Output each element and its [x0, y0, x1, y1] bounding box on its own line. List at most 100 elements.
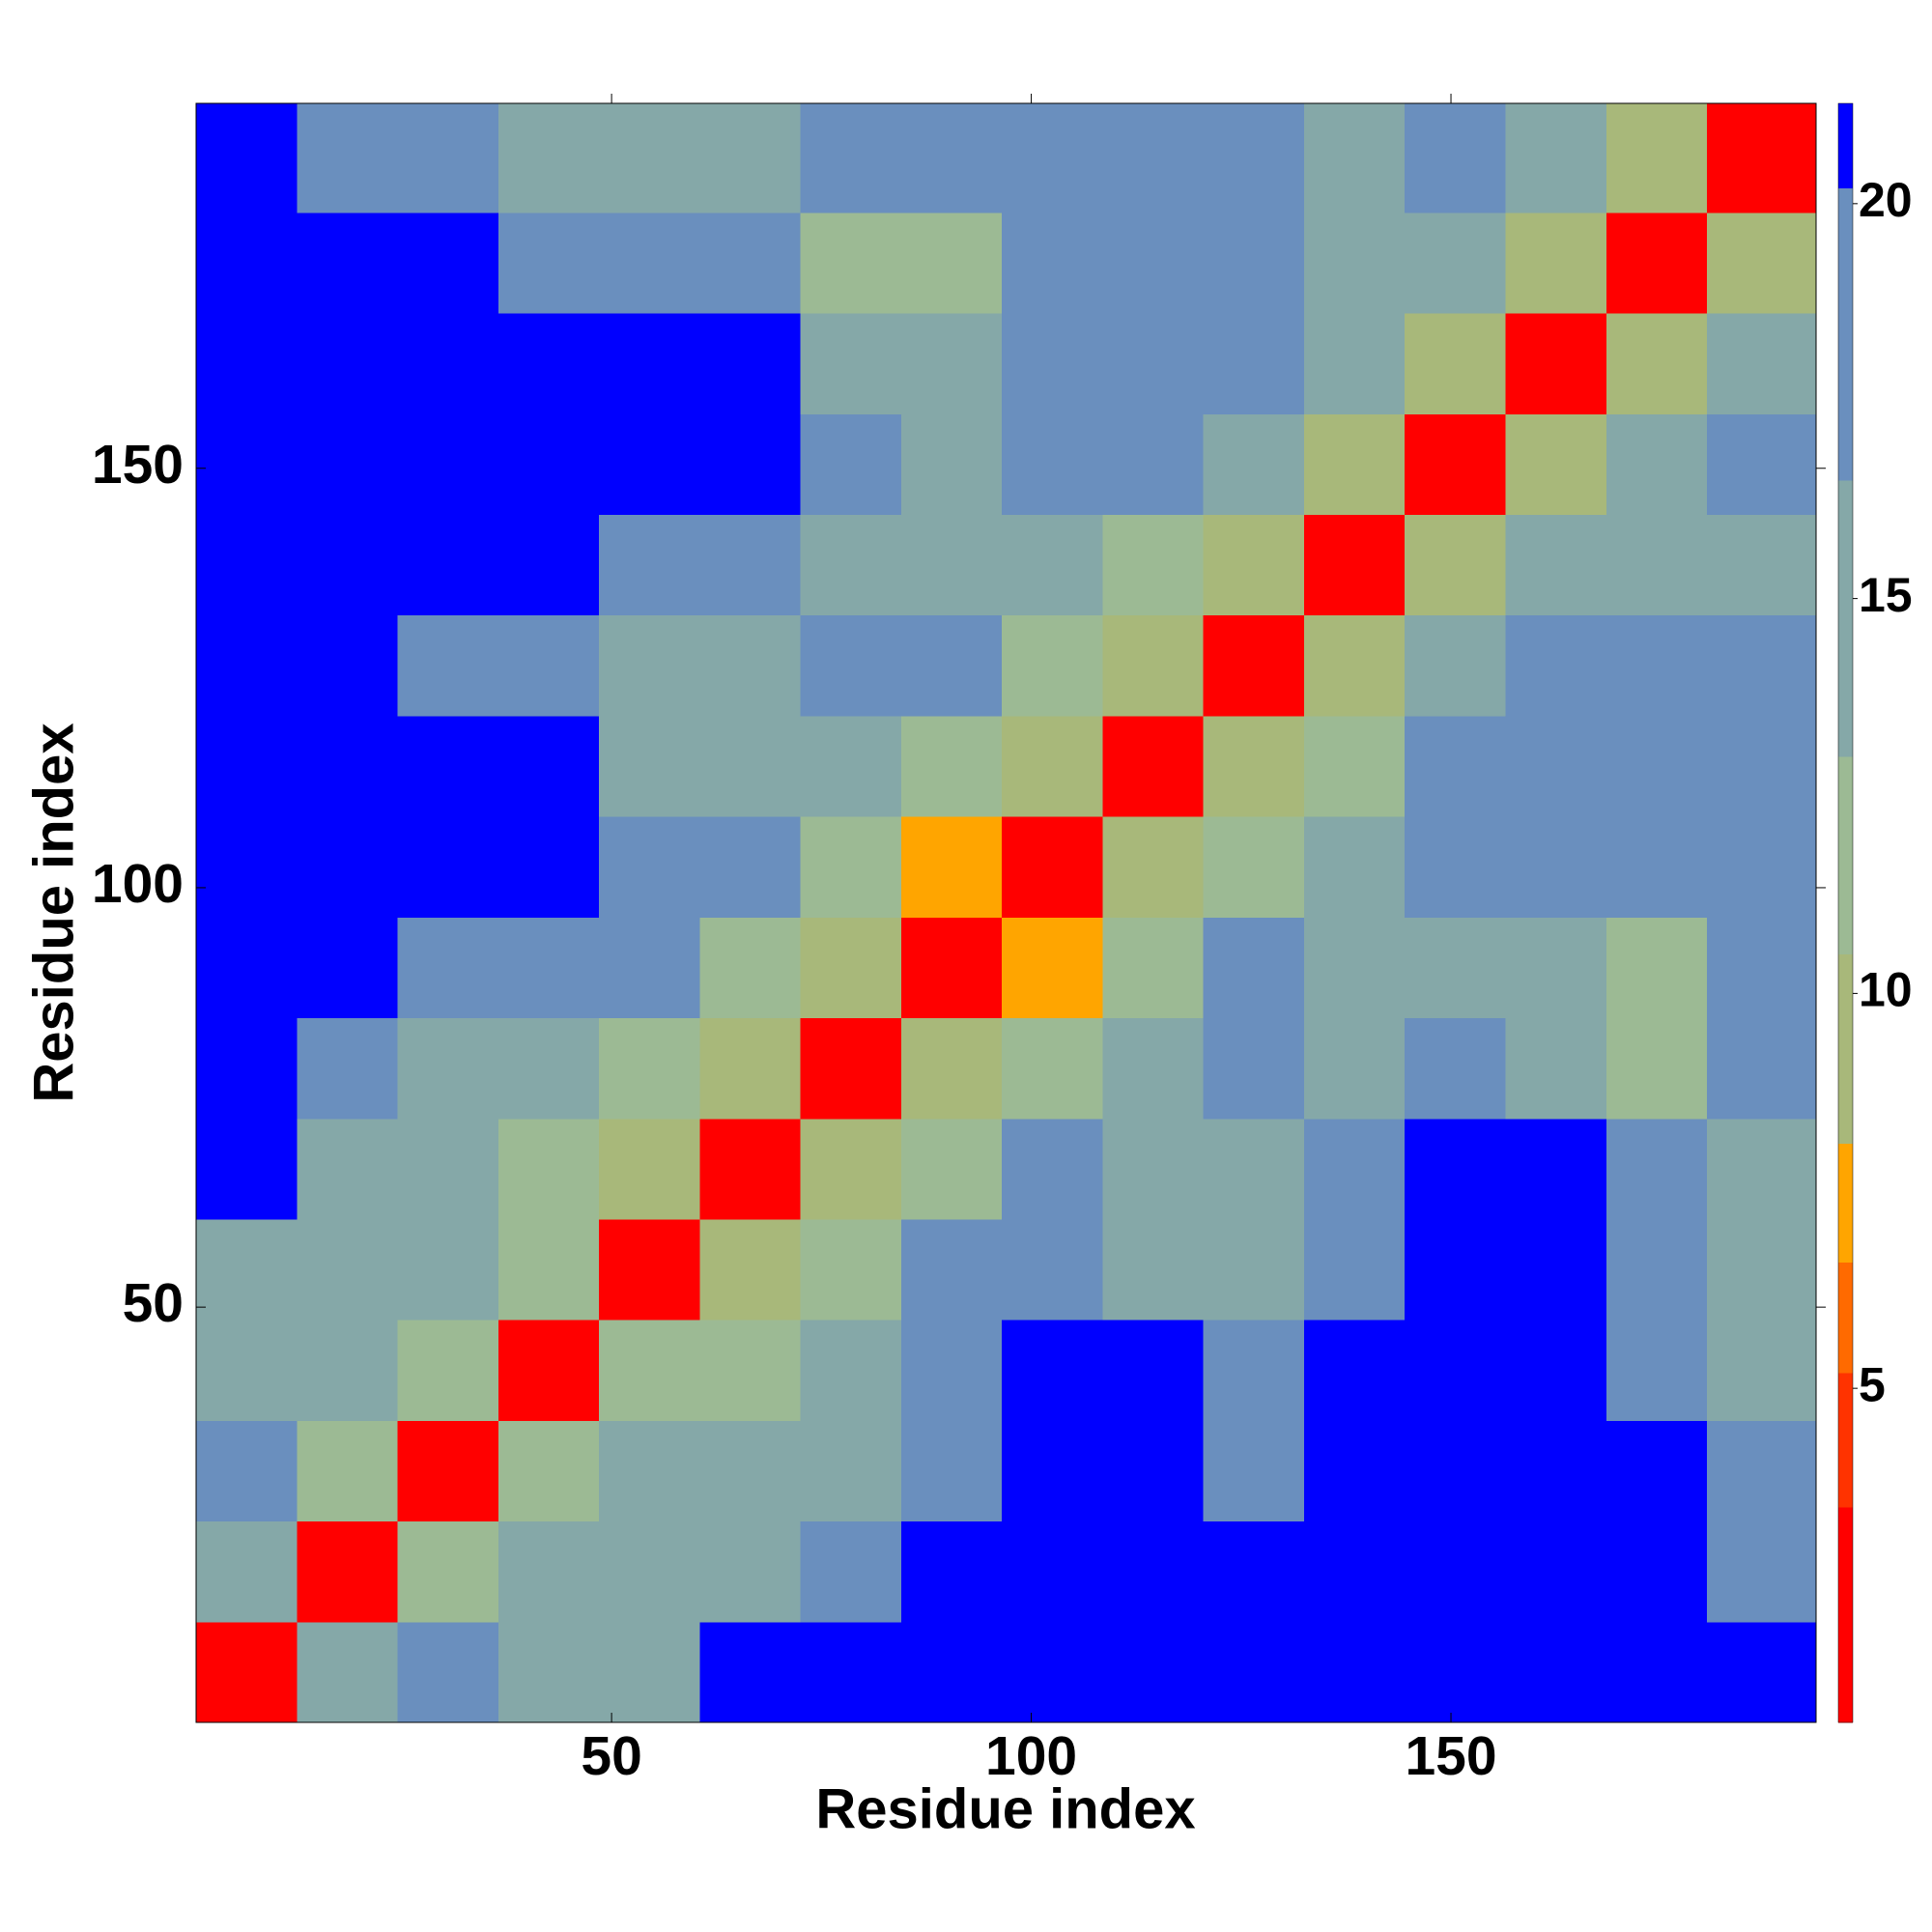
heatmap-cell: [800, 313, 902, 414]
heatmap-cell: [1605, 715, 1708, 817]
heatmap-cell: [1203, 1320, 1305, 1421]
heatmap-cell: [699, 715, 802, 817]
heatmap-cell: [699, 514, 802, 616]
heatmap-cell: [1102, 103, 1205, 213]
heatmap-cell: [800, 1420, 902, 1522]
heatmap-cell: [800, 1320, 902, 1421]
x-tick-label: 50: [581, 1725, 641, 1787]
heatmap-cell: [196, 103, 298, 213]
heatmap-cell: [599, 614, 700, 717]
heatmap-cell: [699, 1320, 802, 1421]
heatmap-cell: [1605, 1218, 1708, 1321]
heatmap-cell: [196, 614, 298, 717]
heatmap-cell: [599, 1420, 700, 1522]
heatmap-cell: [1405, 1320, 1507, 1421]
heatmap-cell: [599, 1520, 700, 1623]
heatmap-cell: [397, 1621, 499, 1723]
heatmap-cell: [497, 614, 600, 717]
heatmap-cell: [1505, 1520, 1607, 1623]
heatmap-cell: [1505, 715, 1607, 817]
heatmap-cell: [1102, 1218, 1205, 1321]
heatmap-cell: [1102, 614, 1205, 717]
heatmap-cell: [599, 212, 700, 314]
heatmap-cell: [800, 917, 902, 1019]
heatmap-cell: [196, 413, 298, 516]
heatmap-cell: [699, 816, 802, 918]
heatmap-cell: [297, 413, 399, 516]
heatmap-cell: [397, 1420, 499, 1522]
heatmap-cell: [1707, 514, 1817, 616]
heatmap-cell: [1405, 614, 1507, 717]
heatmap-cell: [1605, 917, 1708, 1019]
heatmap-cell: [1707, 1621, 1817, 1723]
heatmap-cell: [1405, 413, 1507, 516]
heatmap-cell: [1303, 816, 1406, 918]
colorbar-band: [1838, 756, 1853, 955]
heatmap-cell: [1002, 1017, 1103, 1120]
heatmap-cell: [1303, 313, 1406, 414]
heatmap-cell: [1002, 1420, 1103, 1522]
heatmap-cell: [1002, 917, 1103, 1019]
heatmap-cell: [397, 1320, 499, 1421]
y-tick-label: 50: [123, 1272, 184, 1334]
heatmap-cell: [1605, 1520, 1708, 1623]
heatmap-cell: [196, 715, 298, 817]
heatmap-cell: [196, 816, 298, 918]
colorbar-band: [1838, 1372, 1853, 1508]
heatmap-cell: [1605, 413, 1708, 516]
heatmap-cell: [800, 614, 902, 717]
heatmap-cell: [1203, 1218, 1305, 1321]
heatmap-cell: [1203, 715, 1305, 817]
colorbar-band: [1838, 953, 1853, 1145]
heatmap-cell: [1505, 514, 1607, 616]
heatmap-cell: [1405, 1017, 1507, 1120]
heatmap-cell: [397, 514, 499, 616]
heatmap-cell: [699, 917, 802, 1019]
heatmap-cell: [397, 614, 499, 717]
heatmap-cell: [1303, 413, 1406, 516]
heatmap-cell: [1002, 103, 1103, 213]
heatmap-cell: [297, 212, 399, 314]
x-tick-label: 100: [985, 1725, 1077, 1787]
heatmap-cell: [1505, 212, 1607, 314]
heatmap-cell: [1203, 1520, 1305, 1623]
heatmap-cell: [497, 1621, 600, 1723]
heatmap-cell: [497, 1017, 600, 1120]
colorbar-band: [1838, 1262, 1853, 1374]
colorbar-frame: [1837, 102, 1854, 1723]
heatmap-cell: [397, 1520, 499, 1623]
heatmap-cell: [397, 103, 499, 213]
heatmap-cell: [196, 212, 298, 314]
heatmap-cell: [1605, 816, 1708, 918]
heatmap-cell: [599, 1118, 700, 1220]
colorbar-band: [1838, 187, 1853, 481]
heatmap-cell: [1102, 1017, 1205, 1120]
heatmap-cell: [297, 313, 399, 414]
heatmap-cell: [1303, 1520, 1406, 1623]
heatmap-cell: [1102, 917, 1205, 1019]
heatmap-cell: [297, 1218, 399, 1321]
heatmap-cell: [1303, 1118, 1406, 1220]
heatmap-cell: [497, 917, 600, 1019]
heatmap-cell: [800, 1118, 902, 1220]
heatmap-cell: [900, 212, 1003, 314]
heatmap-cell: [900, 1118, 1003, 1220]
heatmap-cell: [1203, 313, 1305, 414]
heatmap-cell: [1102, 1320, 1205, 1421]
colorbar-tick-label: 5: [1859, 1357, 1886, 1411]
heatmap-cell: [1707, 1017, 1817, 1120]
heatmap-cell: [599, 917, 700, 1019]
heatmap-cell: [1405, 313, 1507, 414]
heatmap-cell: [1203, 1420, 1305, 1522]
heatmap-cell: [497, 715, 600, 817]
heatmap-cell: [699, 1420, 802, 1522]
heatmap-cell: [800, 103, 902, 213]
heatmap-cell: [297, 1621, 399, 1723]
heatmap-cell: [397, 313, 499, 414]
heatmap-cell: [800, 1621, 902, 1723]
heatmap-cell: [297, 1520, 399, 1623]
heatmap-cell: [1303, 514, 1406, 616]
heatmap-cell: [1707, 103, 1817, 213]
heatmap-cell: [1102, 1520, 1205, 1623]
